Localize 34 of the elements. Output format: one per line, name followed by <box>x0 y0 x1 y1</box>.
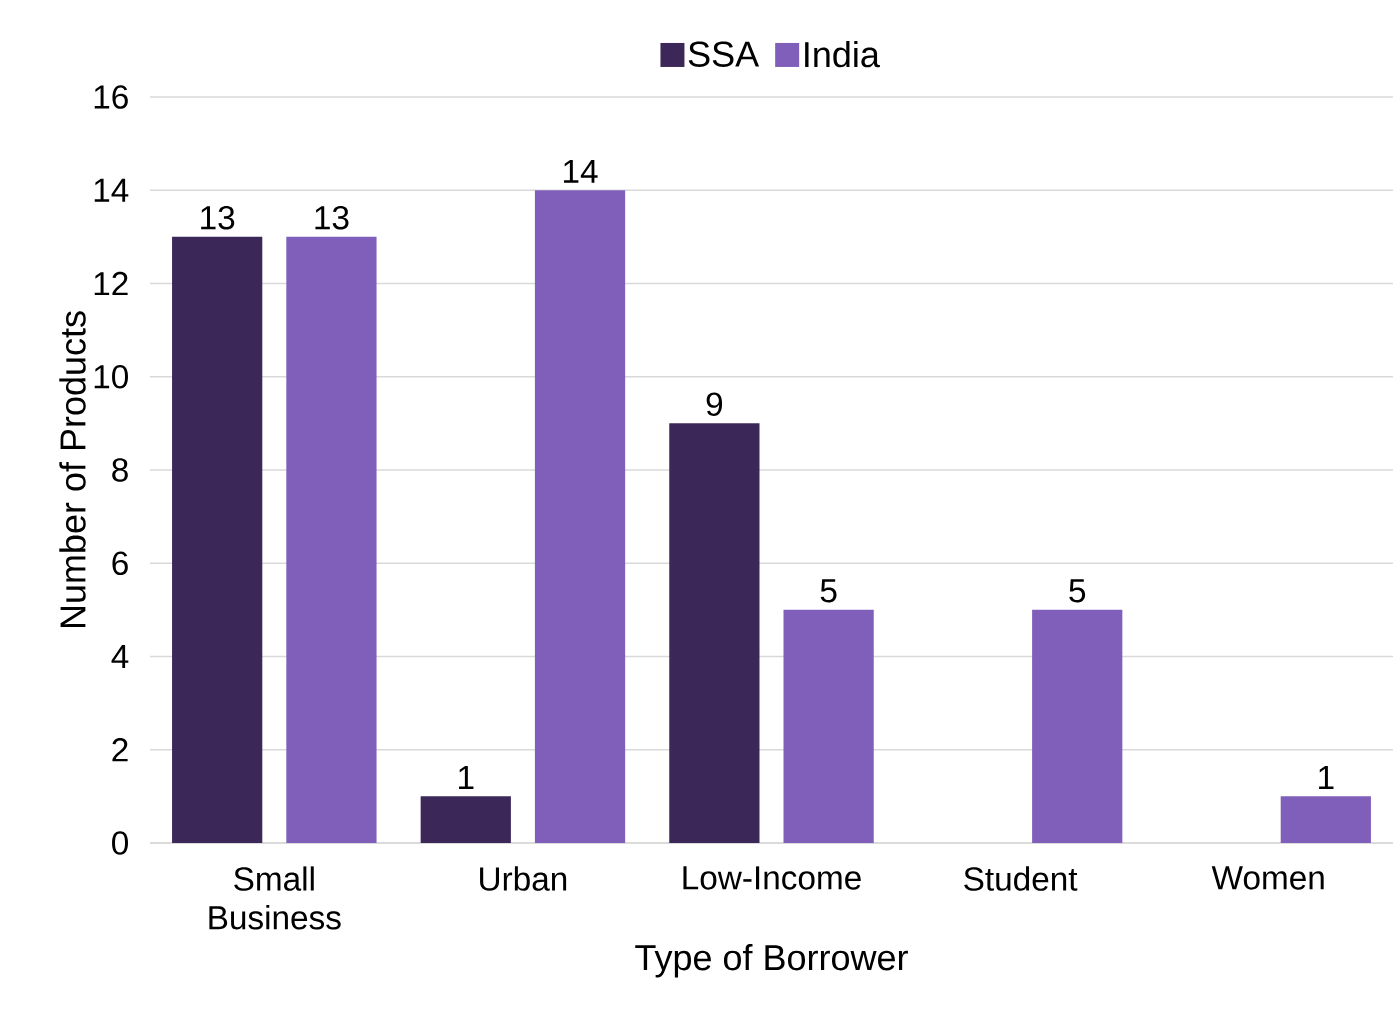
data-label: 1 <box>459 766 474 789</box>
y-tick-label: 6 <box>112 551 128 576</box>
data-label: 5 <box>820 579 837 603</box>
y-tick-label: 0 <box>112 831 128 855</box>
legend-label: SSA <box>688 41 760 67</box>
x-axis-title: Type of Borrower <box>635 943 908 978</box>
bar <box>1032 609 1123 843</box>
y-tick-label: 14 <box>94 178 129 202</box>
bar <box>286 236 377 843</box>
y-axis-title: Number of Products <box>59 311 86 628</box>
data-label: 14 <box>564 159 598 183</box>
y-tick-label: 10 <box>94 364 128 389</box>
legend-label: India <box>805 40 880 68</box>
y-tick-label: 8 <box>112 458 128 482</box>
x-tick-label: Small Business <box>209 866 341 930</box>
bar <box>1280 796 1371 843</box>
bar <box>783 609 874 843</box>
data-label: 1 <box>1319 766 1334 789</box>
x-tick-label: Student <box>964 866 1078 891</box>
data-label: 5 <box>1069 579 1086 603</box>
x-tick-label: Women <box>1211 866 1324 890</box>
y-tick-label: 16 <box>94 85 128 109</box>
bar <box>534 190 626 843</box>
y-tick-label: 2 <box>112 738 128 762</box>
data-label: 9 <box>706 392 723 416</box>
bar <box>669 423 760 843</box>
data-label: 13 <box>201 205 235 230</box>
y-tick-label: 4 <box>111 645 129 668</box>
y-tick-label: 12 <box>94 271 128 296</box>
data-label: 13 <box>315 205 349 230</box>
bar <box>172 236 263 843</box>
x-tick-label: Urban <box>480 866 567 891</box>
bar <box>420 796 511 843</box>
x-tick-label: Low-Income <box>683 866 861 890</box>
